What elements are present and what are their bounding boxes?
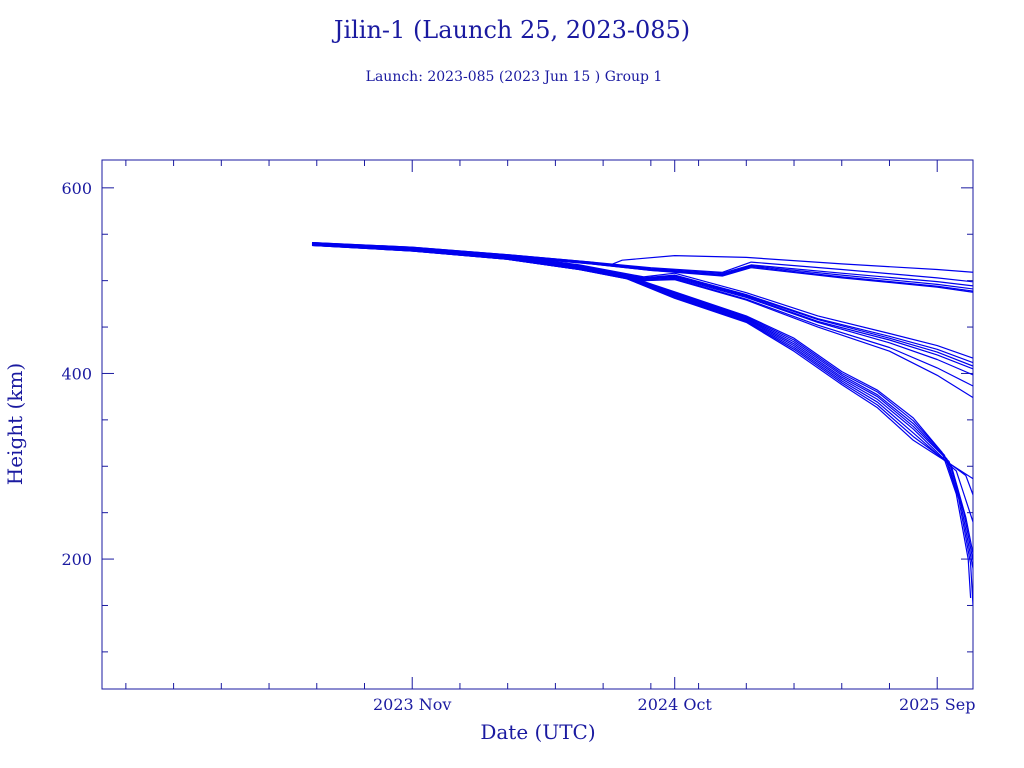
series-line-decay-6 <box>311 244 973 525</box>
series-line-mid-1 <box>311 242 973 359</box>
x-tick-label: 2023 Nov <box>373 695 451 714</box>
series-line-decay-3 <box>311 243 973 579</box>
series-line-decay-5 <box>311 243 973 557</box>
series-line-decay-2 <box>311 242 973 606</box>
series-lines <box>311 242 973 606</box>
series-line-decay-8 <box>311 244 973 480</box>
axis-ticks <box>102 160 973 689</box>
x-axis-label: Date (UTC) <box>480 720 595 744</box>
plot-frame <box>101 159 974 690</box>
series-line-upper-2 <box>311 242 973 283</box>
x-tick-label: 2025 Sep <box>899 695 975 714</box>
series-line-mid-2 <box>311 242 973 364</box>
series-line-mid-3 <box>311 242 973 367</box>
y-tick-label: 200 <box>61 550 92 569</box>
series-line-decay-4 <box>311 243 973 564</box>
y-tick-label: 400 <box>61 364 92 383</box>
chart-subtitle: Launch: 2023-085 (2023 Jun 15 ) Group 1 <box>366 69 663 85</box>
x-tick-label: 2024 Oct <box>638 695 713 714</box>
series-line-decay-1 <box>311 242 972 599</box>
chart-title: Jilin-1 (Launch 25, 2023-085) <box>331 16 690 44</box>
y-axis-label: Height (km) <box>3 363 27 485</box>
series-line-decay-7 <box>311 244 973 497</box>
y-tick-label: 600 <box>61 179 92 198</box>
tick-labels: 2023 Nov 2024 Oct 2025 Sep 200 400 600 <box>61 179 975 714</box>
